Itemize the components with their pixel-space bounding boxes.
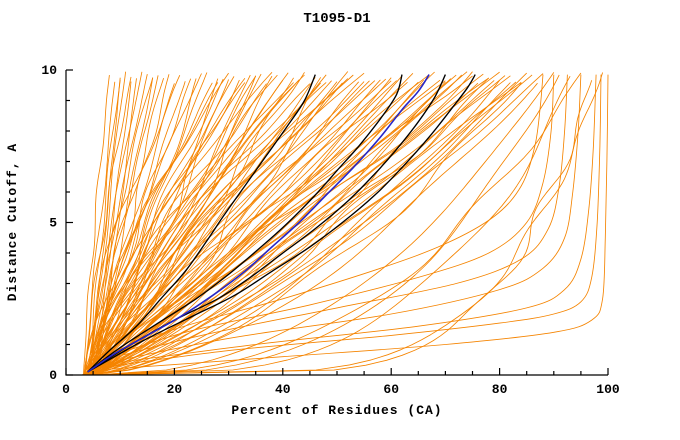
curve-prediction-orange [84,71,468,376]
x-tick-label: 40 [275,382,291,397]
y-tick-label: 0 [49,368,57,383]
curve-prediction-orange [86,75,159,376]
curve-prediction-orange [89,74,463,376]
curves-layer [82,71,609,376]
curve-prediction-orange [84,74,430,376]
curve-reference-blue [87,74,430,373]
curve-prediction-orange [89,72,604,376]
curve-prediction-orange [91,79,300,376]
curve-prediction-orange [93,72,555,376]
curve-prediction-orange [83,71,500,376]
curve-prediction-orange [83,75,110,376]
curve-prediction-orange [89,82,522,376]
curve-prediction-orange [87,81,132,376]
curve-prediction-orange [82,80,495,376]
curve-prediction-orange [92,73,484,376]
curve-prediction-orange [82,74,251,376]
curve-prediction-orange [92,82,511,376]
curve-prediction-orange [90,79,121,376]
curve-prediction-orange [93,74,597,367]
curve-prediction-orange [87,77,316,376]
x-tick-label: 60 [383,382,399,397]
chart-title: T1095-D1 [303,11,370,27]
x-tick-label: 100 [596,382,620,397]
curve-prediction-orange [83,75,506,376]
curve-prediction-orange [82,73,544,376]
curve-prediction-orange [88,82,327,376]
x-tick-label: 80 [492,382,508,397]
curve-prediction-orange [93,74,609,371]
curve-prediction-orange [93,74,582,367]
curve-prediction-orange [92,74,544,361]
curve-prediction-orange [92,74,278,376]
curve-prediction-orange [92,77,322,376]
curve-prediction-orange [89,75,257,376]
curve-prediction-orange [89,82,219,376]
curve-prediction-orange [88,81,517,376]
curve-prediction-orange [83,75,181,376]
curve-prediction-orange [83,72,229,376]
curve-highlight-black [87,74,316,373]
curve-prediction-orange [91,80,446,376]
curve-prediction-orange [83,82,322,376]
y-tick-label: 10 [41,63,57,78]
curve-prediction-orange [92,75,511,376]
curve-prediction-orange [92,73,202,376]
curve-prediction-orange [95,74,560,376]
curve-prediction-orange [96,80,376,376]
curve-prediction-orange [85,71,435,376]
curve-prediction-orange [92,74,568,364]
curve-prediction-orange [97,72,365,376]
curve-prediction-orange [88,79,441,376]
y-axis-label: Distance Cutoff, A [5,143,20,301]
curve-prediction-orange [96,80,593,376]
axes-layer: 0 20 40 60 80 100 0 5 10 [41,63,620,397]
curve-prediction-orange [85,79,500,376]
curve-prediction-orange [89,74,305,376]
curve-prediction-orange [87,83,311,376]
curve-prediction-orange [97,81,419,376]
x-tick-label: 20 [167,382,183,397]
curve-prediction-orange [84,77,490,376]
curve-prediction-orange [92,77,490,376]
curve-prediction-orange [93,75,571,376]
curve-prediction-orange [85,81,408,376]
curve-prediction-orange [83,81,116,376]
curve-prediction-orange [95,80,392,376]
curve-prediction-orange [93,74,602,370]
curve-prediction-orange [90,82,343,376]
curve-prediction-orange [97,78,246,376]
curve-prediction-orange [92,74,354,376]
curve-prediction-orange [92,74,555,364]
x-axis-label: Percent of Residues (CA) [231,403,442,418]
curve-prediction-orange [84,76,132,376]
curve-highlight-black [87,74,403,373]
curve-prediction-orange [85,75,403,376]
curve-prediction-orange [96,82,294,376]
curve-prediction-orange [90,81,522,376]
y-tick-label: 5 [49,216,57,231]
curve-prediction-orange [91,72,582,376]
curve-prediction-orange [97,78,349,376]
curve-highlight-black [87,74,476,373]
curve-prediction-orange [83,75,473,376]
x-tick-label: 0 [62,382,70,397]
curve-prediction-orange [88,74,533,376]
